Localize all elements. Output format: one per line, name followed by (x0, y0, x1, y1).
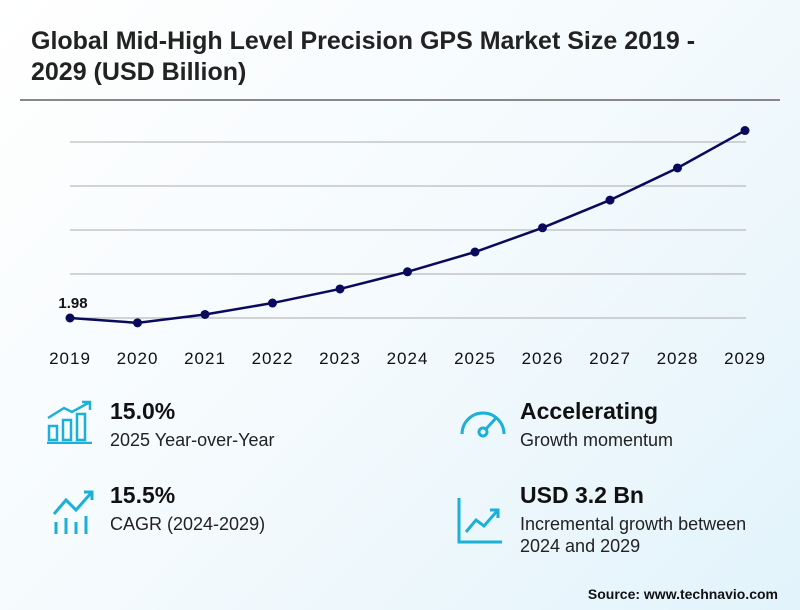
x-tick-label: 2023 (319, 349, 361, 368)
x-tick-label: 2022 (252, 349, 294, 368)
divider (20, 99, 780, 101)
x-tick-label: 2021 (184, 349, 226, 368)
x-tick-label: 2028 (657, 349, 699, 368)
data-point (335, 284, 345, 294)
data-label: 1.98 (58, 295, 87, 312)
data-point (673, 163, 682, 173)
stat-value: 15.5% (110, 482, 176, 508)
stat-label: CAGR (2024-2029) (110, 514, 266, 534)
stat-label: Growth momentum (520, 430, 674, 450)
x-tick-label: 2019 (49, 349, 91, 368)
x-tick-label: 2025 (454, 349, 496, 368)
x-tick-label: 2024 (387, 349, 429, 368)
speedometer-icon (460, 411, 506, 438)
bar-chart-growth-icon (47, 400, 92, 444)
data-point (268, 298, 277, 308)
stat-value: 15.0% (110, 398, 176, 424)
series-line (69, 129, 746, 325)
stat-label: 2025 Year-over-Year (110, 430, 275, 450)
chart-title: Global Mid-High Level Precision GPS Mark… (31, 27, 696, 86)
data-point (133, 318, 142, 328)
line-chart-up-icon (457, 498, 502, 544)
x-tick-label: 2029 (724, 349, 766, 368)
data-point (740, 126, 750, 136)
data-point (538, 223, 547, 233)
stat-label: Incremental growth between 2024 and 2029 (520, 514, 747, 556)
source-note: Source: www.technavio.com (587, 586, 778, 602)
x-tick-label: 2020 (117, 349, 159, 368)
stat-value: USD 3.2 Bn (520, 482, 644, 508)
line-chart: 2019 2020 2021 2022 2023 2024 2025 2026 2027 2028… (49, 126, 766, 368)
x-tick-label: 2027 (589, 349, 631, 368)
data-point (605, 195, 615, 205)
data-point (403, 267, 412, 277)
data-point (65, 313, 75, 323)
trend-up-bars-icon (52, 490, 94, 534)
data-point (470, 247, 480, 257)
stat-value: Accelerating (520, 398, 659, 424)
data-point (200, 309, 210, 319)
x-tick-label: 2026 (522, 349, 564, 368)
